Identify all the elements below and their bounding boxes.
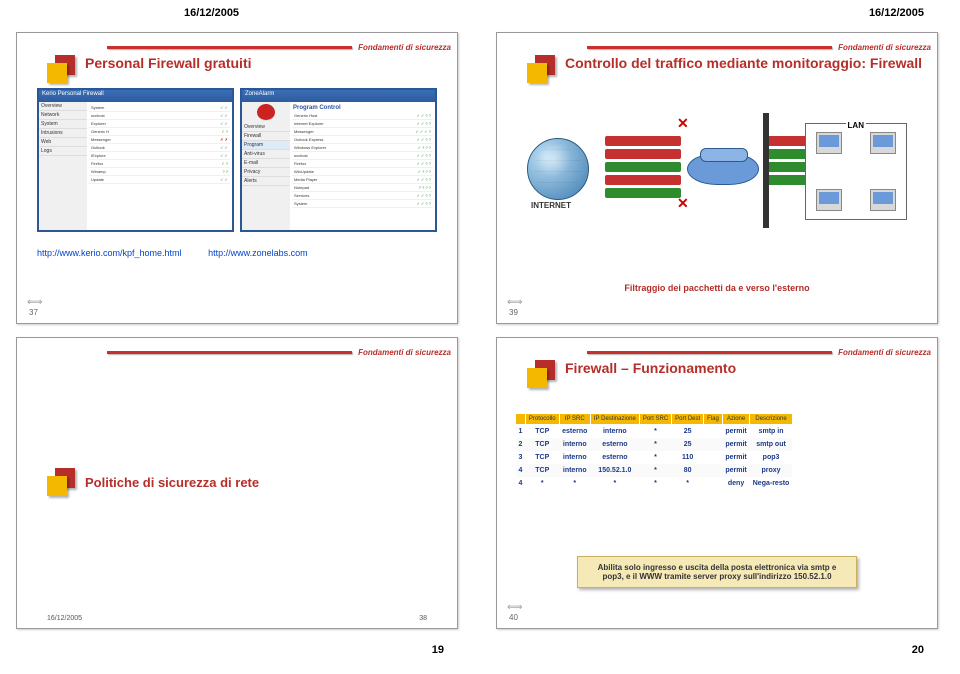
slide-38: Fondamenti di sicurezza Politiche di sic… (16, 337, 458, 629)
table-header: Port SRC (639, 414, 671, 425)
slide39-title: Controllo del traffico mediante monitora… (565, 55, 922, 72)
note-box: Abilita solo ingresso e uscita della pos… (577, 556, 857, 588)
title-icon (527, 55, 555, 83)
table-row: 4TCPinterno150.52.1.0*80permitproxy (516, 464, 793, 477)
x-icon: ✕ (677, 195, 689, 212)
policy-text: Politiche di sicurezza di rete (85, 475, 259, 490)
table-row: 1TCPesternointerno*25permitsmtp in (516, 425, 793, 439)
slide37-body: Kerio Personal Firewall Overview Network… (37, 88, 437, 298)
rules-table: ProtocolloIP SRCIP DestinazionePort SRCP… (515, 413, 793, 490)
slide-header: Fondamenti di sicurezza (587, 342, 931, 362)
za-sidebar: Overview Firewall Program Anti-virus E-m… (242, 102, 291, 230)
arrows-left (605, 133, 681, 201)
page-number-right: 20 (912, 644, 924, 656)
policy-block: Politiche di sicurezza di rete (47, 468, 259, 496)
title-block: Controllo del traffico mediante monitora… (527, 55, 922, 83)
table-row: 4*****denyNega-resto (516, 477, 793, 490)
za-content: Program Control Generic Host✓ ✓ ? ? Inte… (290, 102, 435, 230)
slide-header: Fondamenti di sicurezza (107, 342, 451, 362)
filter-text: Filtraggio dei pacchetti da e verso l'es… (497, 283, 937, 293)
link-zonelabs[interactable]: http://www.zonelabs.com (208, 248, 308, 258)
pc-icon (816, 132, 842, 154)
title-block: Firewall – Funzionamento (527, 360, 736, 388)
internet-label: INTERNET (531, 201, 571, 210)
table-header: Protocollo (525, 414, 559, 425)
slide37-title: Personal Firewall gratuiti (85, 55, 252, 72)
table-row: 2TCPinternoesterno*25permitsmtp out (516, 438, 793, 451)
barrier (763, 113, 769, 228)
slide-header: Fondamenti di sicurezza (587, 37, 931, 57)
table-header: Port Dest (672, 414, 704, 425)
page-number-left: 19 (432, 644, 444, 656)
page-right: 16/12/2005 Fondamenti di sicurezza Contr… (484, 2, 954, 662)
screenshots: Kerio Personal Firewall Overview Network… (37, 88, 437, 232)
title-icon (527, 360, 555, 388)
date-header-right: 16/12/2005 (869, 7, 924, 19)
slide40-title: Firewall – Funzionamento (565, 360, 736, 377)
date-header-left: 16/12/2005 (184, 7, 239, 19)
pc-icon (816, 189, 842, 211)
pc-icon (870, 132, 896, 154)
slide40-nav: ⇐ ⇒40 (507, 602, 521, 622)
table-header: IP Destinazione (590, 414, 639, 425)
zonealarm-window: ZoneAlarm Overview Firewall Program Anti… (240, 88, 437, 232)
kerio-sidebar: Overview Network System Intrusions Web L… (39, 102, 88, 230)
network-diagram: INTERNET ✕ ✕ LAN (527, 103, 907, 253)
arrows-right (767, 133, 807, 188)
slide-37: Fondamenti di sicurezza Personal Firewal… (16, 32, 458, 324)
page-left: 16/12/2005 Fondamenti di sicurezza Perso… (4, 2, 474, 662)
table-header: Flag (704, 414, 723, 425)
title-icon (47, 468, 75, 496)
table-row: 3TCPinternoesterno*110permitpop3 (516, 451, 793, 464)
table-header: Azione (722, 414, 749, 425)
footer-page: 38 (419, 615, 427, 622)
lan-label: LAN (846, 121, 866, 130)
header-line (107, 46, 352, 49)
stop-icon (257, 104, 275, 121)
internet-globe-icon (527, 138, 589, 200)
lan-box: LAN (805, 123, 907, 220)
firewall-icon (687, 153, 759, 185)
links: http://www.kerio.com/kpf_home.html http:… (37, 248, 437, 258)
header-text: Fondamenti di sicurezza (358, 43, 451, 52)
pc-icon (870, 189, 896, 211)
footer-date: 16/12/2005 (47, 615, 82, 622)
slide-40: Fondamenti di sicurezza Firewall – Funzi… (496, 337, 938, 629)
slide39-nav: ⇐ ⇒39 (507, 297, 521, 317)
title-icon (47, 55, 75, 83)
kerio-content: System✓ ✓ svchost✓ ✓ Explorer✓ ✓ Generic… (87, 102, 232, 230)
table-header: IP SRC (559, 414, 590, 425)
title-block: Personal Firewall gratuiti (47, 55, 252, 83)
table-header: Descrizione (750, 414, 793, 425)
x-icon: ✕ (677, 115, 689, 132)
table-header (516, 414, 526, 425)
slide-header: Fondamenti di sicurezza (107, 37, 451, 57)
slide-39: Fondamenti di sicurezza Controllo del tr… (496, 32, 938, 324)
kerio-window: Kerio Personal Firewall Overview Network… (37, 88, 234, 232)
slide37-nav: ⇐ ⇒37 (27, 297, 41, 317)
link-kerio[interactable]: http://www.kerio.com/kpf_home.html (37, 248, 182, 258)
